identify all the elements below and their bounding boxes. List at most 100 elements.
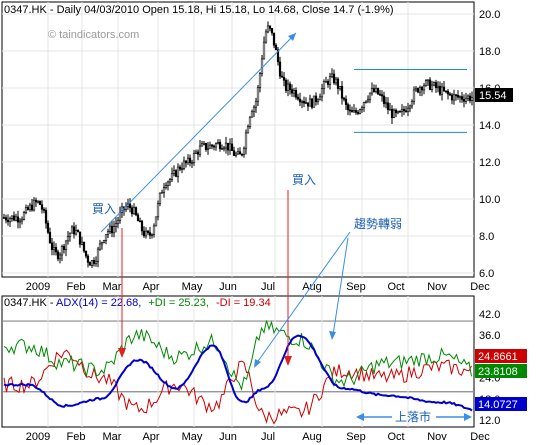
- candle-body: [280, 75, 284, 78]
- adx-x-tick: 2009: [26, 431, 50, 443]
- adx-reference-lines: [2, 320, 474, 393]
- candle-body: [202, 142, 206, 145]
- candle-body: [284, 79, 288, 91]
- candle-body: [172, 170, 176, 174]
- candle-body: [370, 88, 374, 94]
- price-x-tick: Aug: [302, 281, 322, 293]
- candle-body: [100, 241, 104, 245]
- price-y-tick: 20.0: [479, 9, 500, 21]
- candle-body: [394, 109, 398, 114]
- candle-body: [374, 87, 378, 93]
- adx-x-tick: Apr: [142, 431, 159, 443]
- adx-x-tick: Jun: [219, 431, 237, 443]
- candle-body: [46, 222, 50, 233]
- adx-x-tick: Mar: [103, 431, 122, 443]
- candle-body: [228, 143, 232, 151]
- candle-body: [180, 168, 184, 170]
- candle-body: [240, 153, 244, 156]
- candle-body: [16, 216, 20, 223]
- candle-body: [278, 61, 282, 77]
- candle-body: [8, 218, 12, 223]
- candle-body: [98, 243, 102, 250]
- candle-body: [342, 97, 346, 100]
- candle-body: [468, 95, 472, 101]
- candle-body: [178, 166, 182, 170]
- adx-x-tick: Nov: [427, 431, 447, 443]
- candle-body: [140, 220, 144, 232]
- candle-body: [188, 157, 192, 163]
- candle-body: [72, 226, 76, 235]
- price-last-value-box: [475, 88, 513, 102]
- candle-body: [150, 234, 154, 236]
- price-header: 0347.HK - Daily 04/03/2010 Open 15.18, H…: [4, 4, 394, 16]
- candle-body: [376, 87, 380, 95]
- adx-x-tick: Jul: [261, 431, 275, 443]
- candle-body: [272, 32, 276, 46]
- price-plot-area: [1, 1, 475, 278]
- candle-body: [270, 28, 274, 34]
- adx-x-tick-labels: 2009 Feb Mar Apr May Jun Jul Aug Sep Oct Nov Dec: [26, 431, 491, 443]
- candle-body: [274, 44, 278, 51]
- adx-header-prefix: 0347.HK -: [4, 297, 56, 309]
- candle-body: [400, 109, 404, 112]
- candle-body: [410, 100, 414, 107]
- candle-body: [446, 90, 450, 95]
- adx-series-line-DI: [3, 320, 472, 391]
- candle-body: [424, 80, 428, 87]
- adx-y-tick: 42.0: [479, 309, 500, 321]
- candle-body: [218, 142, 222, 150]
- candle-body: [448, 93, 452, 96]
- candle-body: [82, 241, 86, 252]
- candle-body: [288, 83, 292, 90]
- candle-body: [80, 241, 84, 245]
- candle-body: [336, 78, 340, 89]
- candle-body: [214, 143, 218, 148]
- candle-body: [12, 215, 16, 221]
- candle-body: [346, 104, 350, 111]
- candle-body: [216, 142, 220, 145]
- candle-body: [328, 76, 332, 85]
- candle-body: [148, 232, 152, 236]
- candle-body: [136, 214, 140, 222]
- candle-body: [164, 185, 168, 188]
- candle-body: [254, 100, 258, 108]
- candle-body: [462, 99, 466, 102]
- candle-body: [444, 90, 448, 93]
- candle-body: [152, 225, 156, 235]
- adx-last-value: 14.0727: [478, 399, 518, 411]
- buy2-signal-arrowhead: [284, 356, 292, 366]
- candle-body: [466, 95, 470, 99]
- candle-body: [420, 86, 424, 91]
- candle-body: [114, 223, 118, 227]
- candle-body: [358, 109, 362, 114]
- adx-header: 0347.HK - ADX(14) = 22.68, +DI = 25.23, …: [4, 297, 271, 309]
- price-x-tick: Oct: [387, 281, 404, 293]
- candle-body: [460, 96, 464, 100]
- pdi-last-value-box: [475, 364, 527, 378]
- price-x-tick: May: [182, 281, 203, 293]
- candle-body: [464, 97, 468, 102]
- candle-body: [298, 98, 302, 103]
- candle-body: [310, 98, 314, 108]
- candle-body: [48, 232, 52, 244]
- price-x-tick: Nov: [427, 281, 447, 293]
- candle-body: [166, 181, 170, 186]
- adx-y-tick: 12.0: [479, 415, 500, 427]
- cross-panel-annotations: 上落市: [118, 190, 472, 424]
- candle-body: [320, 88, 324, 98]
- watermark: © taindicators.com: [48, 29, 139, 41]
- candle-body: [384, 102, 388, 105]
- price-x-tick: 2009: [26, 281, 50, 293]
- candle-body: [408, 105, 412, 109]
- candle-body: [22, 212, 26, 220]
- candle-body: [154, 216, 158, 227]
- candle-body: [304, 102, 308, 104]
- price-y-tick: 10.0: [479, 194, 500, 206]
- candle-body: [456, 94, 460, 98]
- candle-body: [94, 260, 98, 265]
- candle-body: [162, 187, 166, 193]
- price-x-tick: Feb: [67, 281, 86, 293]
- weakening-arrow-2: [332, 237, 349, 336]
- candle-body: [312, 95, 316, 108]
- mdi-last-value-box: [475, 349, 527, 363]
